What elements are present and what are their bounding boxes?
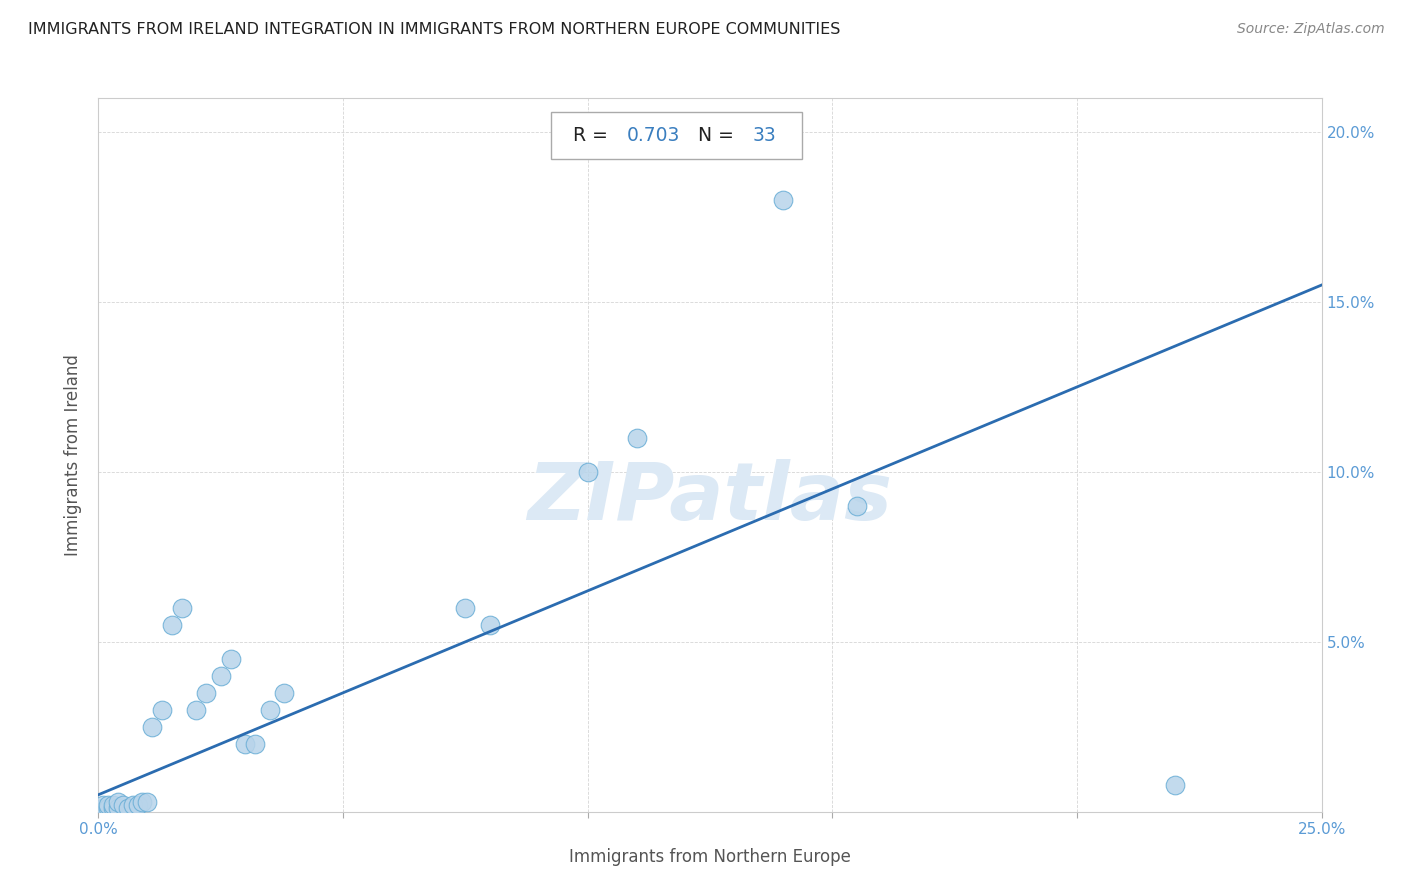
Point xyxy=(626,431,648,445)
Point xyxy=(454,600,477,615)
Text: N =: N = xyxy=(686,126,740,145)
Point xyxy=(209,669,232,683)
Point xyxy=(259,703,281,717)
Text: ZIPatlas: ZIPatlas xyxy=(527,458,893,537)
Text: R =: R = xyxy=(574,126,614,145)
Point xyxy=(170,600,193,615)
Point xyxy=(111,797,134,812)
Text: 33: 33 xyxy=(752,126,776,145)
Point xyxy=(101,797,124,812)
Point xyxy=(107,795,129,809)
Point xyxy=(186,703,208,717)
Point xyxy=(160,617,183,632)
Point xyxy=(219,652,242,666)
Point xyxy=(478,617,501,632)
Point xyxy=(576,465,599,479)
Point xyxy=(1164,778,1187,792)
Point xyxy=(91,801,114,815)
FancyBboxPatch shape xyxy=(551,112,801,159)
Point xyxy=(91,797,114,812)
Point xyxy=(121,797,143,812)
Point xyxy=(107,801,129,815)
Point xyxy=(97,797,120,812)
X-axis label: Immigrants from Northern Europe: Immigrants from Northern Europe xyxy=(569,848,851,866)
Point xyxy=(195,686,218,700)
Text: Source: ZipAtlas.com: Source: ZipAtlas.com xyxy=(1237,22,1385,37)
Point xyxy=(141,720,163,734)
Point xyxy=(273,686,295,700)
Text: IMMIGRANTS FROM IRELAND INTEGRATION IN IMMIGRANTS FROM NORTHERN EUROPE COMMUNITI: IMMIGRANTS FROM IRELAND INTEGRATION IN I… xyxy=(28,22,841,37)
Point xyxy=(97,801,120,815)
Point xyxy=(243,737,266,751)
Point xyxy=(845,499,868,513)
Text: 0.703: 0.703 xyxy=(627,126,681,145)
Point xyxy=(233,737,256,751)
Point xyxy=(772,193,794,207)
Point xyxy=(136,795,159,809)
Point xyxy=(101,801,124,815)
Point xyxy=(150,703,173,717)
Y-axis label: Immigrants from Ireland: Immigrants from Ireland xyxy=(65,354,83,556)
Point xyxy=(127,797,149,812)
Point xyxy=(117,801,139,815)
Point xyxy=(131,795,153,809)
